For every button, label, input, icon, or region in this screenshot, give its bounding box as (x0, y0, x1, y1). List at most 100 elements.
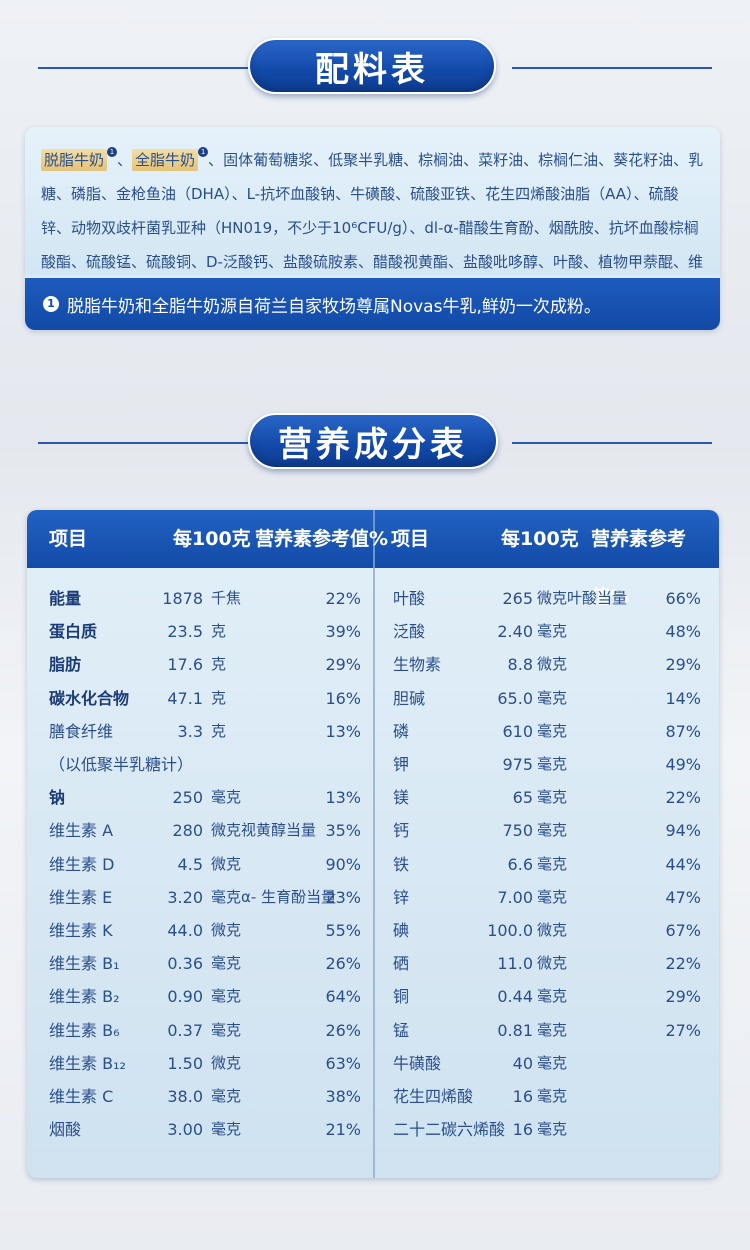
nutrient-value: 16 (512, 1120, 533, 1140)
nutrient-name: 花生四烯酸 (393, 1087, 474, 1106)
title-divider-right (512, 442, 712, 444)
nutrient-nrv: 26% (325, 954, 361, 974)
table-row: 钾 975 毫克 49% (27, 748, 719, 781)
nutrition-title-bar: 营养成分表 (0, 413, 750, 473)
nutrient-unit: 毫克 (537, 622, 568, 641)
nutrient-nrv: 67% (665, 921, 701, 940)
table-row: 钙 750 毫克 94% (27, 814, 719, 847)
table-row: 生物素 8.8 微克 29% (27, 648, 719, 681)
nutrient-unit: 毫克 (537, 821, 568, 840)
nutrient-unit: 毫克 (537, 755, 568, 773)
nutrient-nrv: 29% (665, 987, 701, 1007)
nutrient-nrv: 63% (325, 1053, 361, 1073)
nutrient-nrv: 23% (325, 887, 361, 907)
nutrient-unit: 微克 (537, 954, 568, 973)
nutrient-name: 锌 (393, 887, 410, 907)
nutrient-value: 6.6 (507, 854, 533, 874)
ingredients-title: 配料表 (248, 38, 496, 94)
nutrient-name: 二十二碳六烯酸 (393, 1120, 506, 1140)
table-row: 碳水化合物 47.1 克 16% (27, 682, 719, 715)
nutrient-nrv: 26% (325, 1020, 361, 1040)
footnote-marker-icon: 1 (107, 147, 118, 157)
table-row: 维生素 E 3.20 毫克α- 生育酚当量 23% (27, 881, 719, 914)
table-row: 膳食纤维 3.3 克 13% (27, 715, 719, 748)
table-row: 能量 1878 千焦 22% (27, 582, 719, 615)
nutrient-name: 胆碱 (393, 688, 426, 708)
ingredients-title-bar: 配料表 (0, 38, 750, 98)
nutrient-unit: 微克 (211, 921, 242, 939)
table-row: 叶酸 265 微克叶酸当量 66% (27, 582, 719, 615)
nutrient-value: 3.20 (167, 887, 203, 907)
nutrient-unit: 毫克 (537, 1120, 568, 1139)
nutrient-name: 铜 (393, 987, 410, 1007)
nutrient-unit: 毫克 (537, 688, 568, 707)
nutrient-value: 0.36 (167, 954, 203, 974)
nutrient-nrv: 22% (325, 589, 361, 608)
nutrient-nrv: 13% (325, 788, 361, 808)
footnote-number-icon: 1 (43, 296, 59, 312)
nutrient-unit: 微克 (211, 854, 242, 873)
nutrient-unit: 毫克 (537, 1020, 568, 1039)
table-row: 二十二碳六烯酸 16 毫克 (27, 1113, 719, 1146)
table-row: 维生素 B₂ 0.90 毫克 64% (27, 980, 719, 1013)
table-row: 烟酸 3.00 毫克 21% (27, 1113, 719, 1146)
nutrient-unit: 毫克 (537, 1087, 568, 1105)
nutrient-value: 40 (512, 1053, 533, 1073)
nutrient-unit: 毫克 (211, 1087, 242, 1105)
nutrient-value: 2.40 (497, 622, 533, 642)
table-row: 维生素 C 38.0 毫克 38% (27, 1080, 719, 1113)
nutrient-value: 265 (502, 589, 533, 608)
nutrient-value: 0.44 (497, 987, 533, 1007)
table-row: 泛酸 2.40 毫克 48% (27, 615, 719, 648)
nutrient-unit: 克 (211, 622, 227, 641)
nutrient-value: 65 (512, 788, 533, 808)
table-row: 镁 65 毫克 22% (27, 781, 719, 814)
nutrient-nrv: 14% (665, 688, 701, 708)
nutrient-nrv: 66% (665, 589, 701, 608)
ingredient-whole-milk: 全脂牛奶 (132, 149, 199, 171)
nutrient-nrv: 49% (665, 755, 701, 774)
nutrient-nrv: 13% (325, 721, 361, 741)
table-row: 锰 0.81 毫克 27% (27, 1014, 719, 1047)
nutrient-value: 610 (502, 721, 533, 741)
nutrient-name: 维生素 B₂ (49, 987, 120, 1007)
table-row: 钠 250 毫克 13% (27, 781, 719, 814)
nutrient-unit: 毫克 (211, 954, 242, 973)
table-row: 硒 11.0 微克 22% (27, 947, 719, 980)
nutrient-name: 维生素 B₁ (49, 954, 120, 974)
nutrient-value: 0.37 (167, 1020, 203, 1040)
nutrient-name: （以低聚半乳糖计） (49, 755, 194, 774)
nutrient-unit: 克 (211, 721, 227, 740)
table-row: 维生素 B₁ 0.36 毫克 26% (27, 947, 719, 980)
nutrition-table-header: 项目 每100克 营养素参考值% 项目 每100克 营养素参考值% (27, 510, 719, 608)
nutrient-unit: 毫克 (211, 987, 242, 1006)
nutrient-nrv: 29% (665, 655, 701, 675)
table-row: （以低聚半乳糖计） (27, 748, 719, 781)
nutrient-unit: 克 (211, 655, 227, 674)
title-divider-left (38, 67, 250, 69)
column-divider (373, 510, 375, 1178)
table-row: 脂肪 17.6 克 29% (27, 648, 719, 681)
nutrient-nrv: 47% (665, 887, 701, 907)
ingredient-skim-milk: 脱脂牛奶 (41, 149, 108, 171)
nutrient-unit: 毫克α- 生育酚当量 (211, 887, 337, 906)
nutrient-value: 4.5 (177, 854, 203, 874)
nutrient-unit: 毫克 (537, 854, 568, 873)
table-row: 维生素 D 4.5 微克 90% (27, 848, 719, 881)
nutrient-value: 7.00 (497, 887, 533, 907)
header-divider (373, 510, 375, 568)
table-row: 碘 100.0 微克 67% (27, 914, 719, 947)
nutrient-value: 47.1 (167, 688, 203, 708)
table-row: 铜 0.44 毫克 29% (27, 980, 719, 1013)
nutrient-value: 0.90 (167, 987, 203, 1007)
nutrient-value: 17.6 (167, 655, 203, 675)
table-row: 胆碱 65.0 毫克 14% (27, 682, 719, 715)
footnote-text: 脱脂牛奶和全脂牛奶源自荷兰自家牧场尊属Novas牛乳,鲜奶一次成粉。 (67, 296, 601, 317)
nutrient-value: 38.0 (167, 1087, 203, 1106)
nutrient-name: 维生素 C (49, 1087, 114, 1106)
ingredients-footnote: 1 脱脂牛奶和全脂牛奶源自荷兰自家牧场尊属Novas牛乳,鲜奶一次成粉。 (25, 278, 720, 330)
nutrient-name: 磷 (393, 721, 410, 741)
nutrient-nrv: 22% (665, 954, 701, 974)
nutrient-name: 铁 (393, 854, 410, 874)
nutrient-name: 烟酸 (49, 1120, 82, 1140)
